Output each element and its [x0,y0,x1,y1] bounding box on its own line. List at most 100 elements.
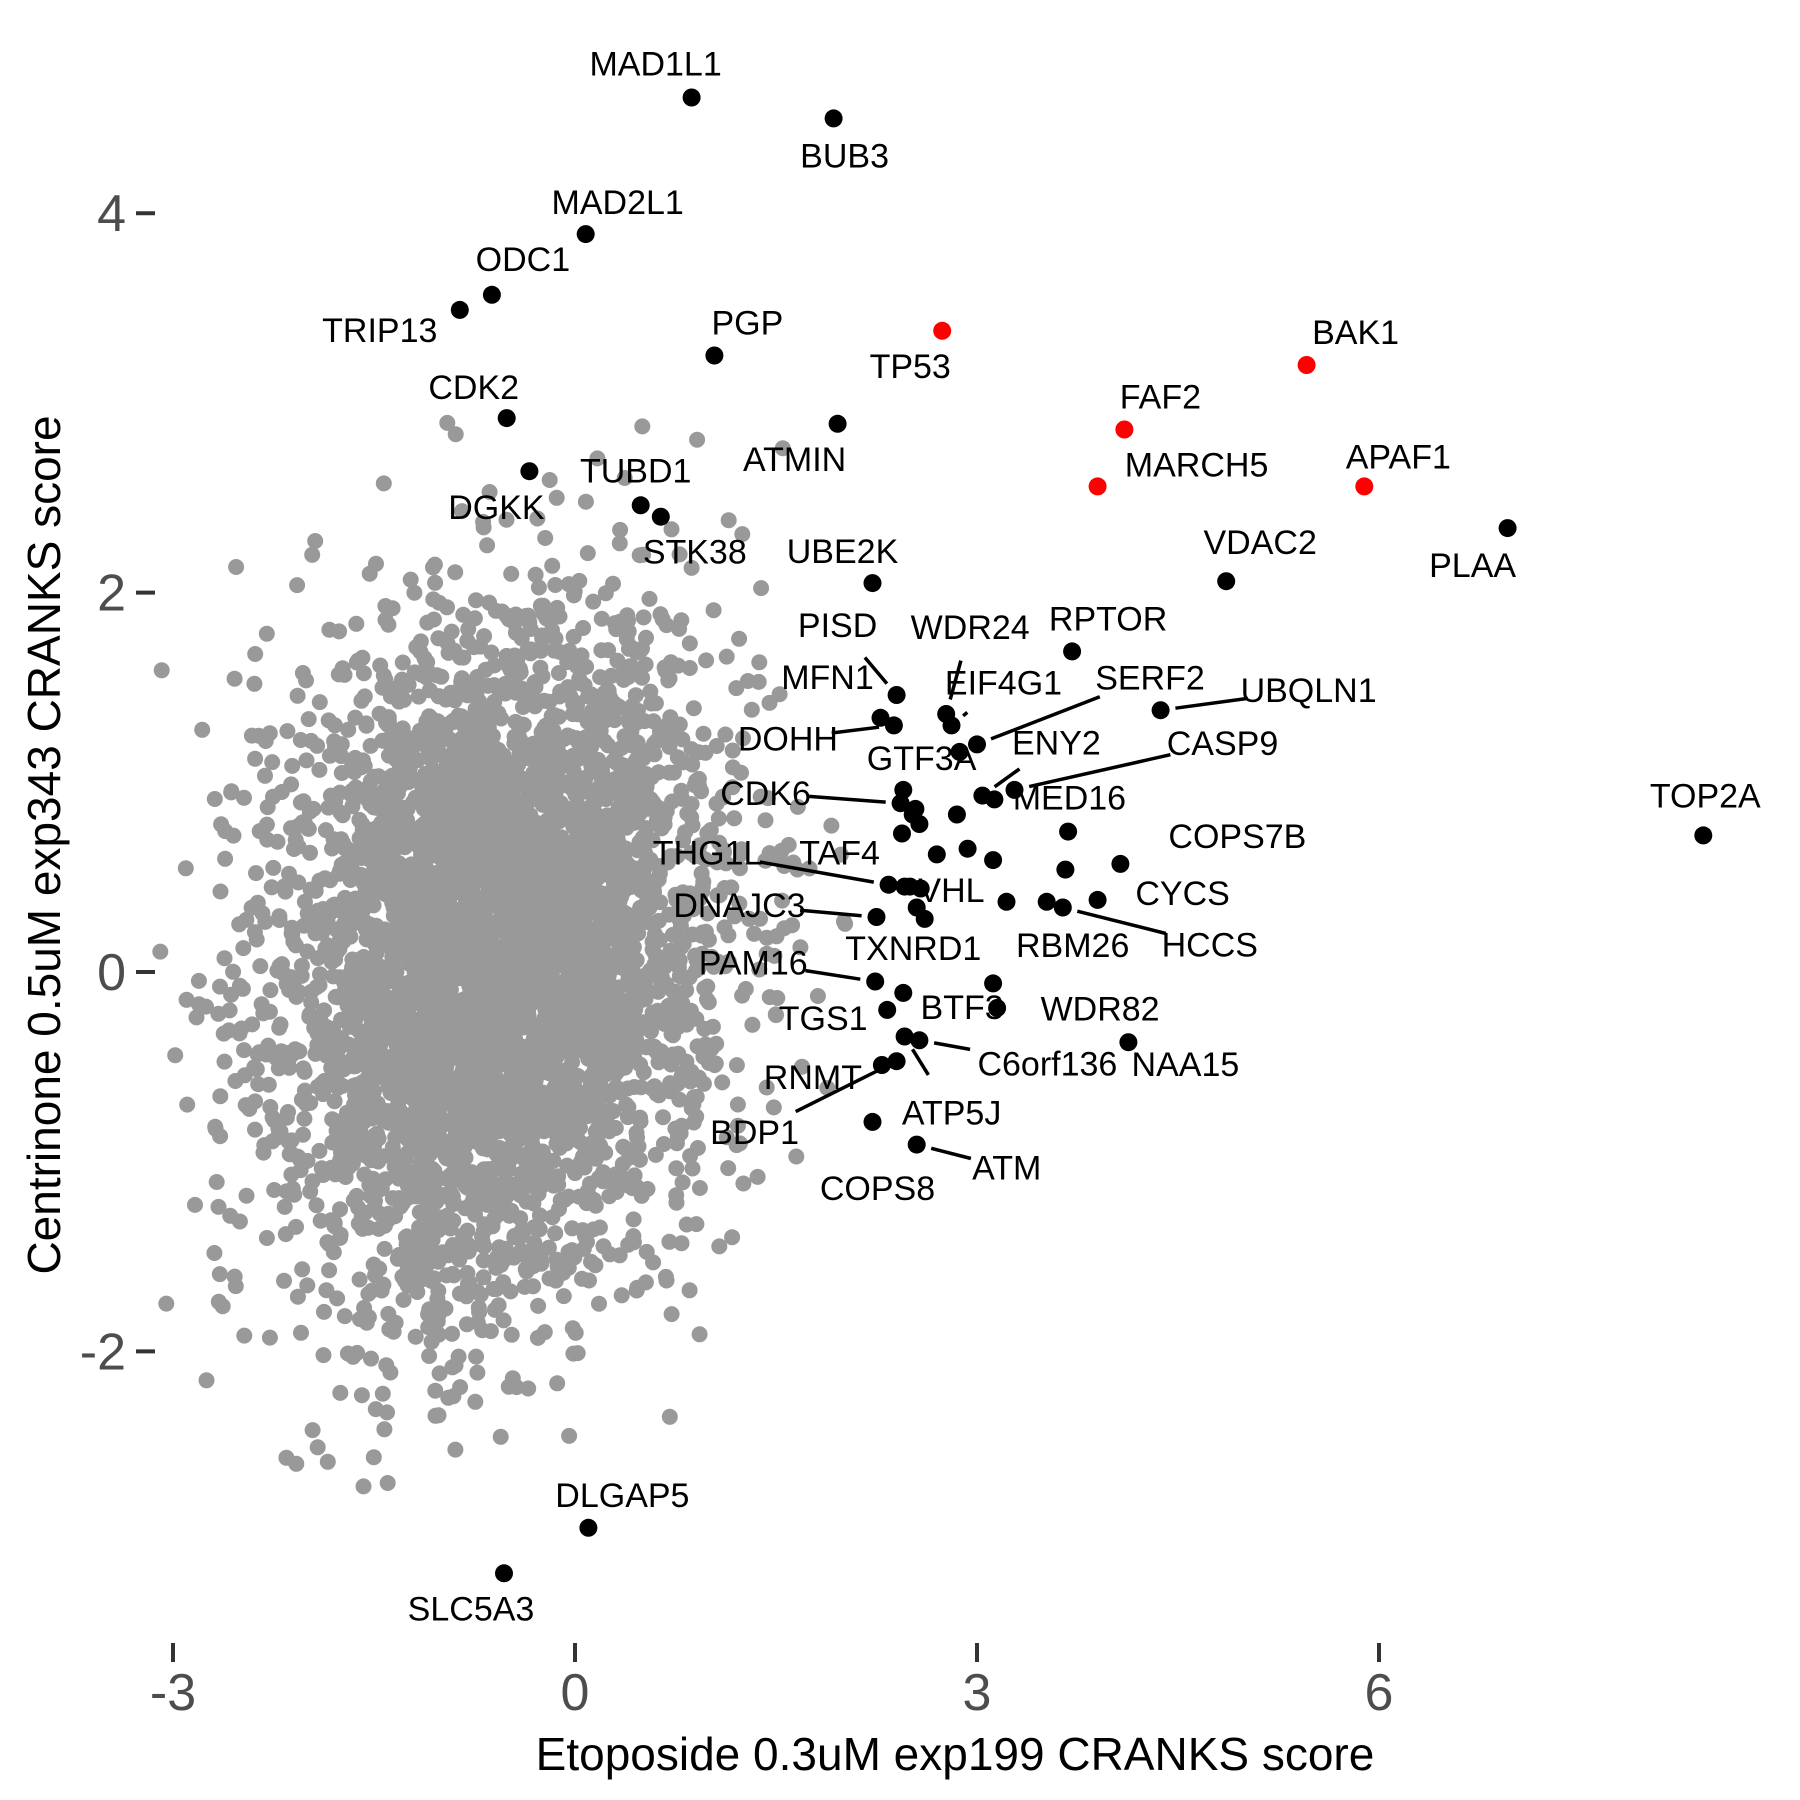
gray-point [426,556,443,573]
gene-label: PGP [711,305,783,343]
gene-point [1119,1033,1138,1052]
gray-point [507,624,524,641]
gray-point [527,692,544,709]
gray-point [674,932,691,949]
gray-point [187,1196,203,1213]
gray-point [351,830,368,847]
gray-point [406,1251,423,1268]
gray-point [470,1299,487,1316]
gray-point [714,1074,731,1091]
gray-point [615,671,632,688]
gray-point [573,647,590,664]
gray-point [481,594,498,611]
gray-point [223,986,240,1003]
gray-point [332,1201,348,1218]
gray-point [321,747,338,764]
gray-point [757,812,774,829]
gray-point [347,890,364,907]
gray-point [610,842,627,859]
gene-label: THG1L [653,835,763,873]
gene-point [968,735,986,754]
gray-point [453,881,470,898]
gray-point [540,751,557,768]
gray-point [617,860,634,877]
gray-point [333,736,350,753]
gray-point [576,1159,593,1176]
gray-point [669,954,686,971]
gray-point [586,897,603,914]
gene-point [497,409,516,428]
gray-point [583,1135,600,1152]
gray-point [538,836,555,853]
gene-label: TRIP13 [322,312,437,350]
axis-ticks: -3 0 3 6 4 2 0 -2 [80,185,1394,1722]
gray-point [518,908,535,925]
gray-point [290,838,307,855]
gray-point [349,1344,366,1361]
gray-point [443,623,460,640]
gray-point [575,1240,592,1257]
gray-point [589,450,606,467]
gray-point [746,925,763,942]
gray-point [430,971,446,988]
label-leader-line [990,695,1101,741]
gray-point [645,713,662,730]
gray-point [329,1290,346,1307]
gray-point [565,781,581,798]
gray-point [749,1168,766,1185]
gray-point [237,1097,254,1114]
gray-point [691,1180,708,1196]
gray-point [482,1323,499,1340]
gray-point [388,909,405,926]
gray-point [681,1282,698,1299]
gray-point [564,1024,581,1041]
gray-point [591,830,608,847]
gray-point [547,577,564,593]
gray-point [167,1047,184,1064]
gray-point [198,1372,215,1389]
gray-point [587,704,604,721]
gray-point [279,1055,296,1072]
gray-point [460,1274,477,1291]
gray-point [273,784,290,800]
gray-point [752,910,768,927]
gray-point [647,1146,664,1163]
gray-point [608,1172,625,1188]
gray-point [513,1242,530,1259]
gray-point [581,1272,597,1289]
gray-point [385,1323,402,1340]
gray-point [705,958,722,975]
gene-label: C6orf136 [977,1045,1117,1083]
gray-point [402,571,419,588]
gray-point [476,628,493,645]
gray-point [619,730,636,747]
gray-point [792,939,809,956]
gray-point [694,878,711,895]
gray-point [602,855,619,872]
gene-point [576,225,595,244]
gray-point [442,774,459,791]
gray-point [555,1288,572,1305]
gray-point [462,732,479,749]
gene-point [1053,898,1072,917]
gray-point [765,1099,782,1116]
gray-point [593,610,610,627]
gene-point [1498,519,1517,538]
gray-point [726,810,743,827]
gray-point [542,926,559,943]
gray-point [619,963,636,980]
gray-point [298,672,314,689]
gene-point [871,708,890,727]
gray-point [299,1277,316,1294]
gray-point [490,1297,507,1314]
gray-point [293,967,310,984]
gray-point [284,757,301,774]
gene-point [482,285,501,304]
gray-point [456,1139,473,1156]
gray-point [460,1165,477,1182]
gray-point [250,727,267,744]
gray-point [531,1207,548,1224]
gray-point [410,688,427,705]
gray-point [550,829,567,846]
gray-point [555,731,572,748]
